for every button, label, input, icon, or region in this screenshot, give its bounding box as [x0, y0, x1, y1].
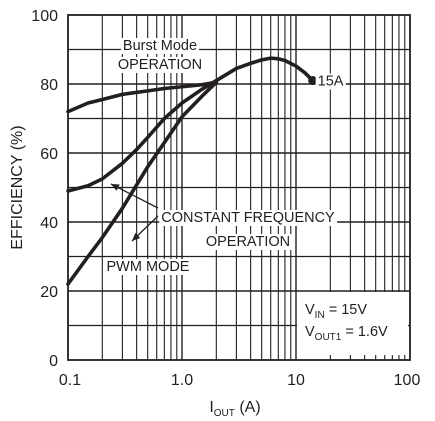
series-line-pwm-mode [66, 80, 219, 286]
condition-sub: IN [315, 310, 325, 321]
annotation-15a-bg [315, 73, 346, 90]
conditions-box [297, 292, 408, 355]
series-line-constant-frequency-operation [66, 56, 315, 193]
x-axis-label: IOUT (A) [209, 399, 260, 419]
x-axis-label-sub: OUT [214, 408, 235, 419]
condition-line: VOUT1 = 1.6V [305, 324, 388, 343]
annotation-constant-frequency-bg [159, 210, 338, 226]
plot-frame [67, 14, 411, 361]
x-tick-label: 10 [287, 372, 305, 389]
y-tick-label: 80 [40, 77, 58, 94]
leader-line-pwm-head [132, 232, 141, 241]
annotation-pwm-mode-bg [104, 259, 192, 275]
condition-sub: OUT1 [315, 332, 342, 343]
x-tick-label: 100 [394, 372, 421, 389]
y-tick-label: 40 [40, 215, 58, 232]
y-tick-label: 60 [40, 146, 58, 163]
condition-line: VIN = 15V [305, 302, 367, 321]
x-tick-label: 0.1 [59, 372, 81, 389]
annotation-burst-operation: OPERATION [118, 57, 202, 73]
annotation-pwm-mode: PWM MODE [107, 259, 190, 275]
y-axis-label: EFFICIENCY (%) [9, 125, 26, 249]
condition-value: = 1.6V [341, 324, 388, 340]
x-tick-label: 1.0 [171, 372, 193, 389]
annotation-constant-frequency-operation-bg [203, 234, 293, 250]
leader-arrow-constant-frequency [110, 183, 159, 209]
annotation-burst-mode: Burst Mode [123, 38, 197, 54]
annotation-15a: 15A [318, 74, 344, 90]
annotation-burst-mode-bg [120, 38, 200, 54]
condition-main: V [305, 324, 315, 340]
endpoint-marker [308, 76, 318, 86]
y-tick-label: 0 [49, 353, 58, 370]
x-axis-label-unit: (A) [235, 399, 261, 416]
series-line-burst-mode-operation [66, 80, 219, 114]
frame-layer [67, 14, 411, 361]
leader-arrow-constant-frequency-head [111, 184, 120, 191]
annotation-constant-frequency: CONSTANT FREQUENCY [161, 210, 335, 226]
annotation-burst-operation-bg [115, 57, 205, 73]
condition-value: = 15V [325, 302, 368, 318]
x-axis-label-main: I [209, 399, 213, 416]
annotation-constant-frequency-operation: OPERATION [206, 234, 290, 250]
condition-main: V [305, 302, 315, 318]
annotation-layer: Burst Mode OPERATION CONSTANT FREQUENCY OPE… [104, 38, 408, 355]
series-layer [66, 56, 318, 286]
y-tick-label: 100 [31, 8, 58, 25]
y-tick-label: 20 [40, 284, 58, 301]
